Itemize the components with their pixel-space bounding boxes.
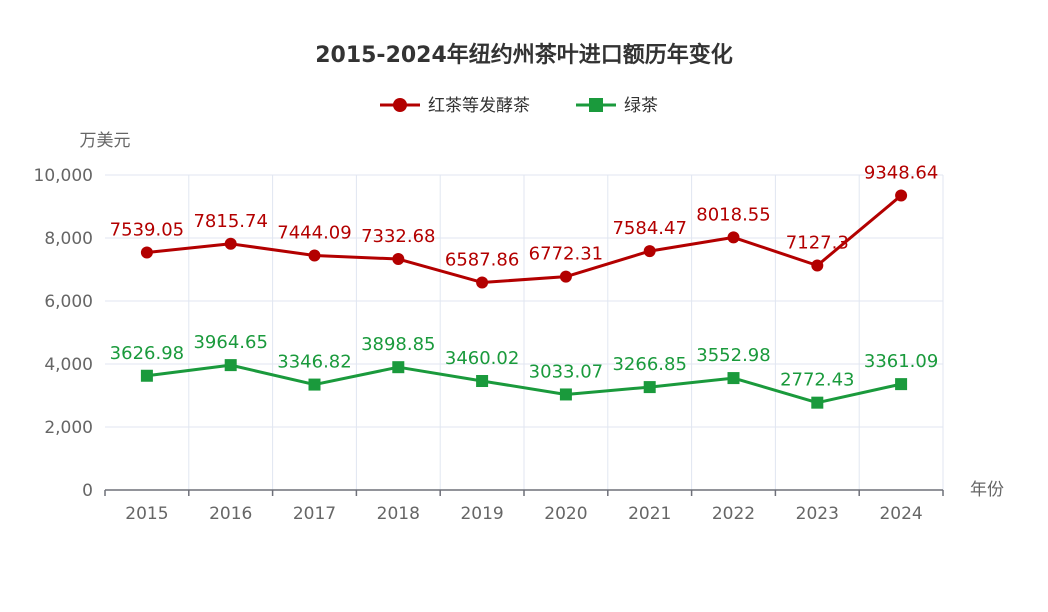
data-point[interactable]	[811, 259, 824, 272]
data-point[interactable]	[392, 361, 405, 374]
data-point[interactable]	[224, 237, 237, 250]
grid	[105, 174, 944, 490]
data-point[interactable]	[559, 270, 572, 283]
data-labels-layer: 7539.05 7815.74 7444.09 7332.68 6587.86 6772.…	[110, 163, 939, 391]
data-point[interactable]	[895, 378, 908, 391]
data-label: 3552.98	[696, 345, 770, 366]
y-tick-label: 0	[82, 481, 93, 501]
x-tick-label: 2015	[125, 504, 168, 524]
y-axis-name: 万美元	[80, 131, 131, 151]
data-point[interactable]	[476, 276, 489, 289]
data-label: 7444.09	[277, 223, 351, 244]
x-axis-name: 年份	[970, 480, 1004, 500]
chart-title: 2015-2024年纽约州茶叶进口额历年变化	[315, 42, 733, 68]
data-point[interactable]	[643, 381, 656, 394]
data-label: 7539.05	[110, 220, 184, 241]
x-tick-label: 2021	[628, 504, 671, 524]
data-point[interactable]	[643, 245, 656, 258]
x-tick-label: 2023	[796, 504, 839, 524]
x-tick-label: 2024	[879, 504, 922, 524]
data-point[interactable]	[224, 359, 237, 372]
y-tick-label: 8,000	[44, 229, 93, 249]
data-point[interactable]	[727, 372, 740, 385]
series-layer	[140, 189, 908, 409]
legend-marker-series-1	[393, 98, 407, 112]
data-label: 3460.02	[445, 348, 519, 369]
data-label: 3033.07	[529, 361, 603, 382]
data-label: 8018.55	[696, 204, 770, 225]
data-point[interactable]	[308, 378, 321, 391]
data-point[interactable]	[811, 396, 824, 409]
x-tick-label: 2018	[377, 504, 420, 524]
data-label: 3964.65	[193, 332, 267, 353]
x-tick-label: 2019	[460, 504, 503, 524]
y-tick-label: 2,000	[44, 418, 93, 438]
x-tick-label: 2017	[293, 504, 336, 524]
data-label: 6772.31	[529, 244, 603, 265]
data-label: 6587.86	[445, 249, 519, 270]
data-label: 3626.98	[110, 343, 184, 364]
x-tick-label: 2016	[209, 504, 252, 524]
series-line-1	[146, 194, 903, 284]
data-label: 7127.3	[786, 232, 849, 253]
legend: 红茶等发酵茶 绿茶	[380, 96, 658, 116]
axes: 0 2,000 4,000 6,000 8,000 10,000 2015 2016 2017 2…	[34, 166, 944, 524]
data-point[interactable]	[140, 246, 153, 259]
data-point[interactable]	[895, 189, 908, 202]
x-tick-label: 2020	[544, 504, 587, 524]
data-point[interactable]	[392, 253, 405, 266]
data-point[interactable]	[559, 388, 572, 401]
data-label: 7332.68	[361, 226, 435, 247]
series-line-2	[146, 363, 902, 405]
data-point[interactable]	[727, 231, 740, 244]
data-label: 7584.47	[612, 218, 686, 239]
data-label: 9348.64	[864, 163, 938, 184]
data-point[interactable]	[308, 249, 321, 262]
data-point[interactable]	[476, 375, 489, 388]
x-tick-label: 2022	[712, 504, 755, 524]
legend-label-series-1: 红茶等发酵茶	[428, 96, 530, 116]
data-label: 2772.43	[780, 370, 854, 391]
data-label: 3361.09	[864, 351, 938, 372]
legend-marker-series-2	[589, 98, 603, 112]
data-point[interactable]	[140, 369, 153, 382]
data-label: 3266.85	[612, 354, 686, 375]
y-tick-label: 6,000	[44, 292, 93, 312]
legend-item-series-2[interactable]: 绿茶	[576, 96, 658, 116]
data-label: 3898.85	[361, 334, 435, 355]
data-label: 7815.74	[193, 211, 267, 232]
data-label: 3346.82	[277, 352, 351, 373]
legend-label-series-2: 绿茶	[624, 96, 658, 116]
y-tick-label: 10,000	[34, 166, 93, 186]
legend-item-series-1[interactable]: 红茶等发酵茶	[380, 96, 530, 116]
y-tick-label: 4,000	[44, 355, 93, 375]
